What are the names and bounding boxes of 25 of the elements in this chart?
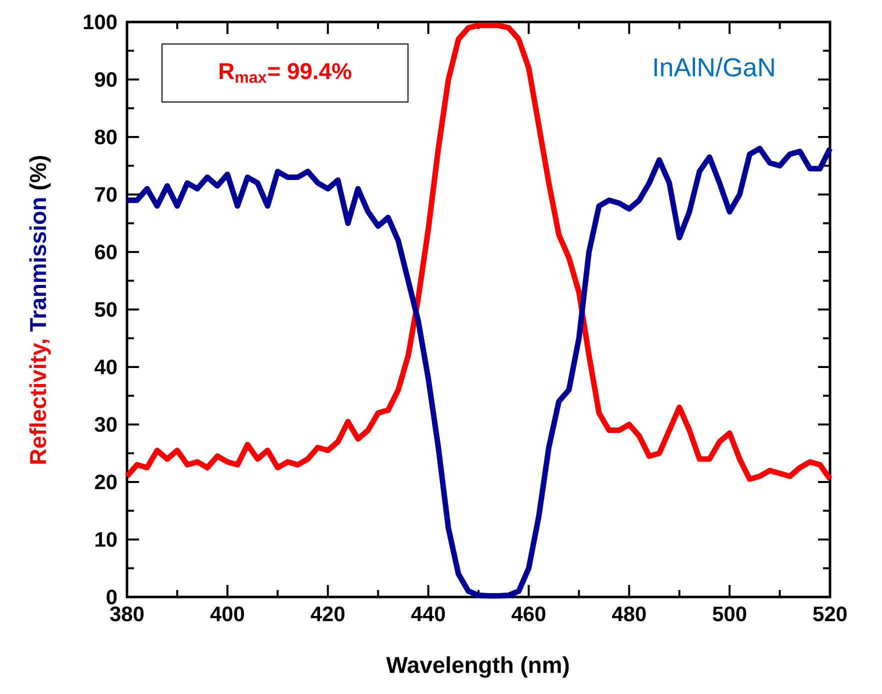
x-tick-label: 460 [512,606,546,622]
x-tick-label: 500 [712,606,746,622]
y-tick-label: 50 [94,302,117,317]
y-tick-label: 0 [106,590,117,604]
x-axis-title: Wavelength (nm) [386,656,569,678]
x-tick-label: 420 [310,606,344,622]
y-tick-label: 80 [94,130,117,144]
x-tick-label: 400 [210,606,244,622]
x-tick-label: 380 [110,606,144,622]
y-tick-label: 90 [94,72,117,87]
y-tick-label: 40 [94,360,117,374]
y-tick-label: 100 [84,14,117,30]
text: Tranmission [29,198,46,332]
y-tick-label: 30 [94,417,117,432]
x-tick-label: 520 [813,606,847,622]
x-tick-label: 480 [612,606,646,622]
y-tick-label: 20 [94,474,117,490]
y-tick-label: 10 [96,532,117,547]
y-axis-title: (%) [29,156,51,190]
x-tick-label: 440 [411,606,445,622]
y-tick-label: 70 [95,187,117,202]
text: Reflectivity, [29,340,51,464]
y-tick-label: 60 [94,244,117,260]
annotation: R$_{max}$= 99.4% [220,63,352,83]
annotation: InAlN/GaN [654,57,774,76]
